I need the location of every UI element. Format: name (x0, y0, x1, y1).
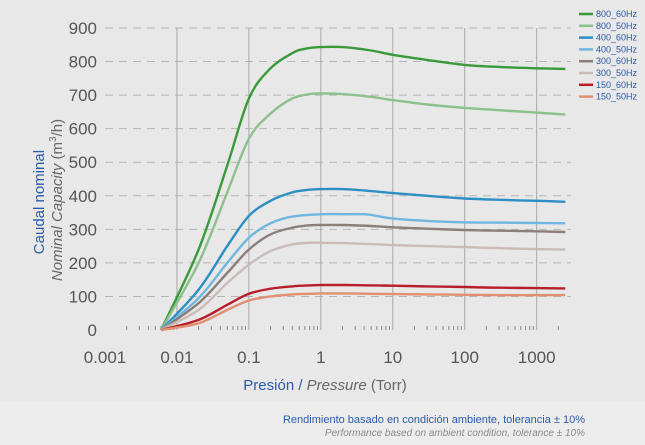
minor-ticks (126, 326, 559, 330)
x-tick-label: 100 (451, 348, 479, 367)
series-line-300_50Hz (160, 241, 566, 332)
series-line-400_60Hz (160, 187, 566, 331)
legend-label-150_50Hz: 150_50Hz (596, 92, 638, 102)
series-line-150_60Hz (160, 283, 566, 332)
y-tick-label: 100 (69, 287, 97, 306)
y-axis-label: Caudal nominal Nominal Capacity (m3/h) (31, 119, 66, 281)
vertical-gridlines (176, 28, 538, 330)
series-line-800_60Hz (159, 45, 566, 331)
chart-panel: 0 100 200 300 400 500 600 700 800 900 0.001 0.01 0.… (31, 9, 638, 394)
y-tick-label: 600 (69, 120, 97, 139)
legend-label-400_50Hz: 400_50Hz (596, 44, 638, 54)
horizontal-gridlines (105, 27, 571, 297)
series-line-150_50Hz (160, 292, 566, 332)
y-tick-label: 900 (69, 19, 97, 38)
x-tick-label: 0.01 (160, 348, 193, 367)
legend-label-800_50Hz: 800_50Hz (596, 21, 638, 31)
legend-label-300_60Hz: 300_60Hz (596, 56, 638, 66)
legend-label-400_60Hz: 400_60Hz (596, 33, 638, 43)
legend-label-800_60Hz: 800_60Hz (596, 9, 638, 19)
footnote-spanish: Rendimiento basado en condición ambiente… (282, 414, 585, 426)
y-tick-label: 300 (69, 220, 97, 239)
x-tick-labels: 0.001 0.01 0.1 1 10 100 1000 (84, 348, 556, 367)
series-line-800_50Hz (159, 92, 566, 331)
y-tick-label: 700 (69, 86, 97, 105)
x-axis-label: Presión / Pressure (Torr) (243, 377, 406, 394)
y-tick-label: 200 (69, 254, 97, 273)
x-tick-label: 0.1 (237, 348, 261, 367)
y-tick-label: 500 (69, 153, 97, 172)
series-line-300_60Hz (160, 223, 566, 331)
footnote-english: Performance based on ambient condition, … (324, 428, 585, 439)
x-tick-label: 0.001 (84, 348, 127, 367)
y-tick-label: 800 (69, 53, 97, 72)
x-tick-label: 1000 (518, 348, 556, 367)
y-tick-label: 0 (88, 321, 97, 340)
series-line-400_50Hz (160, 212, 566, 331)
x-tick-label: 10 (383, 348, 402, 367)
y-tick-label: 400 (69, 187, 97, 206)
legend-label-300_50Hz: 300_50Hz (596, 68, 638, 78)
series-lines (159, 45, 566, 332)
legend-label-150_60Hz: 150_60Hz (596, 80, 638, 90)
y-tick-labels: 0 100 200 300 400 500 600 700 800 900 (69, 19, 97, 340)
x-tick-label: 1 (316, 348, 325, 367)
